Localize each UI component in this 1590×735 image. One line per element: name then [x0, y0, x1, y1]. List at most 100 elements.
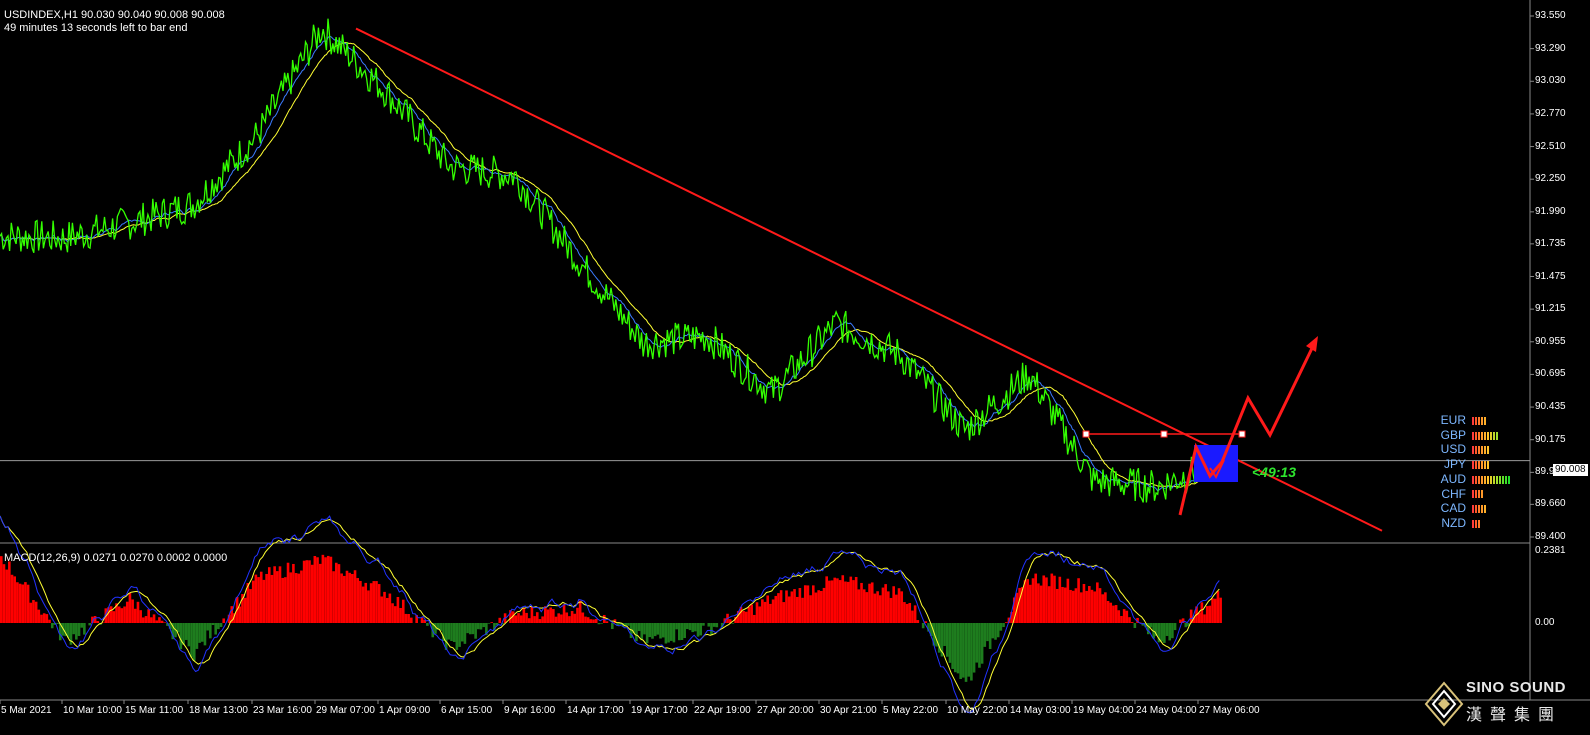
- macd-histogram-bar: [734, 616, 737, 623]
- macd-histogram-bar: [637, 623, 641, 632]
- macd-histogram-bar: [1031, 578, 1035, 623]
- macd-histogram-bar: [1069, 589, 1072, 623]
- macd-histogram-bar: [1211, 598, 1214, 623]
- macd-histogram-bar: [801, 597, 804, 623]
- price-tick-label: 93.030: [1535, 75, 1566, 87]
- macd-histogram-bar: [91, 616, 94, 623]
- price-tick-label: 89.915: [1535, 466, 1566, 478]
- drawings-layer: [355, 27, 1383, 532]
- strength-bar: [1475, 460, 1477, 469]
- macd-histogram-bar: [289, 572, 293, 623]
- macd-histogram-bar: [1063, 587, 1067, 623]
- macd-histogram-bar: [844, 581, 847, 623]
- macd-histogram-bar: [474, 623, 477, 639]
- strength-bar: [1481, 490, 1483, 499]
- macd-histogram-bar: [1155, 623, 1158, 636]
- macd-histogram-bar: [1200, 602, 1204, 623]
- macd-histogram-bar: [40, 614, 43, 623]
- macd-histogram-bar: [340, 573, 343, 623]
- macd-histogram-bar: [578, 600, 582, 623]
- macd-histogram-bar: [158, 617, 161, 623]
- macd-histogram-bar: [884, 584, 887, 623]
- macd-histogram-bar: [785, 590, 788, 623]
- macd-histogram-bar: [720, 623, 724, 628]
- macd-histogram-bar: [908, 602, 912, 623]
- logo-title: SINO SOUND: [1466, 679, 1567, 696]
- macd-histogram-bar: [854, 576, 858, 623]
- macd-histogram-bar: [66, 623, 70, 638]
- macd-histogram-bar: [1120, 615, 1123, 623]
- countdown-label: <49:13: [1252, 464, 1296, 480]
- macd-histogram-bar: [905, 603, 909, 623]
- macd-histogram-bar: [999, 623, 1003, 631]
- currency-code: USD: [1440, 442, 1466, 457]
- time-tick-label: 14 May 03:00: [1010, 705, 1071, 716]
- macd-histogram-bar: [147, 609, 150, 623]
- macd-histogram-bar: [774, 595, 778, 623]
- macd-histogram-bar: [324, 557, 327, 623]
- fast-ma-line: [0, 35, 1223, 492]
- macd-histogram-bar: [817, 590, 820, 623]
- macd-histogram-bar: [664, 623, 668, 644]
- macd-histogram-bar: [367, 590, 370, 623]
- price-tick-label: 90.435: [1535, 401, 1566, 413]
- macd-histogram-bar: [13, 576, 16, 623]
- currency-code: NZD: [1441, 515, 1466, 530]
- diamond-logo-icon: [1424, 681, 1464, 727]
- resistance-handle: [1238, 430, 1246, 438]
- strength-bars: [1472, 457, 1490, 471]
- macd-histogram-bar: [50, 623, 54, 629]
- macd-pane[interactable]: [0, 515, 1222, 714]
- strength-bar: [1487, 431, 1489, 440]
- price-pane[interactable]: [0, 18, 1223, 503]
- macd-histogram-bar: [597, 623, 601, 625]
- macd-histogram-bar: [600, 623, 603, 624]
- macd-histogram-bar: [924, 621, 928, 623]
- macd-histogram-bar: [1165, 623, 1169, 636]
- strength-bar: [1499, 475, 1501, 484]
- macd-histogram-bar: [857, 589, 861, 623]
- macd-histogram-bar: [640, 623, 644, 641]
- macd-histogram-bar: [361, 586, 365, 623]
- macd-histogram-bar: [294, 573, 298, 623]
- macd-histogram-bar: [675, 623, 678, 630]
- macd-histogram-bar: [1042, 575, 1046, 623]
- macd-histogram-bar: [150, 617, 153, 623]
- macd-histogram-bar: [688, 623, 692, 631]
- macd-histogram-bar: [187, 623, 191, 647]
- strength-bar: [1493, 475, 1495, 484]
- macd-histogram-bar: [426, 623, 429, 626]
- macd-histogram-bar: [385, 597, 389, 623]
- strength-bar: [1484, 416, 1486, 425]
- macd-histogram-bar: [1085, 590, 1088, 623]
- macd-histogram-bar: [139, 610, 142, 623]
- time-tick-label: 19 May 04:00: [1073, 705, 1134, 716]
- macd-histogram-bar: [1039, 585, 1043, 623]
- macd-histogram-bar: [88, 623, 92, 626]
- macd-histogram-bar: [243, 597, 247, 623]
- macd-histogram-bar: [1130, 622, 1134, 623]
- macd-histogram-bar: [1104, 592, 1107, 623]
- macd-histogram-bar: [1192, 617, 1196, 623]
- macd-histogram-bar: [830, 580, 834, 623]
- currency-code: JPY: [1443, 457, 1466, 472]
- macd-histogram-bar: [793, 589, 796, 623]
- macd-histogram-bar: [1146, 623, 1150, 635]
- price-line[interactable]: [0, 18, 1223, 503]
- price-tick-label: 92.770: [1535, 107, 1566, 119]
- macd-histogram-bar: [107, 607, 110, 623]
- macd-histogram-bar: [1077, 578, 1080, 623]
- macd-histogram-bar: [442, 623, 445, 641]
- macd-histogram-bar: [710, 623, 713, 636]
- macd-histogram-bar: [929, 623, 933, 637]
- macd-histogram-bar: [1208, 605, 1212, 623]
- macd-histogram-bar: [1179, 619, 1182, 623]
- macd-histogram-bar: [493, 623, 496, 631]
- macd-histogram-bar: [1058, 576, 1062, 623]
- macd-histogram-bar: [814, 592, 818, 623]
- macd-histogram-bar: [1187, 623, 1190, 627]
- macd-histogram-bar: [1021, 587, 1024, 623]
- macd-histogram-bar: [978, 623, 981, 668]
- macd-histogram-bar: [222, 618, 226, 623]
